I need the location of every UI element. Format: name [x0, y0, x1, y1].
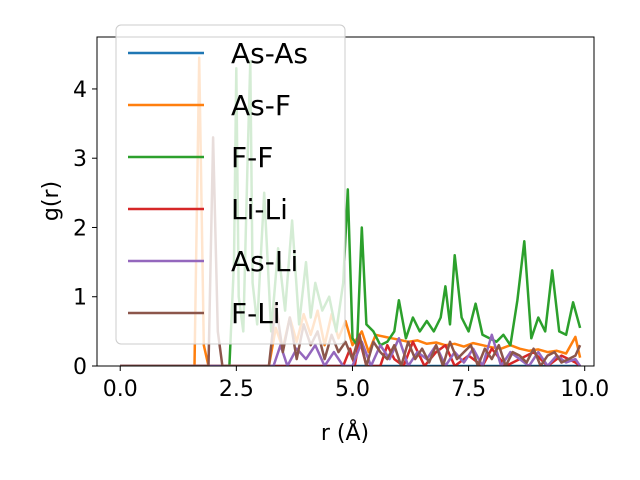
x-tick-label: 5.0: [335, 377, 370, 402]
series-line-as-li: [120, 333, 582, 366]
legend-label-f-li: F-Li: [231, 297, 281, 330]
legend-label-as-li: As-Li: [231, 245, 298, 278]
y-axis: 0 1 2 3 4: [73, 78, 97, 380]
legend-label-li-li: Li-Li: [231, 193, 288, 226]
y-axis-label: g(r): [39, 181, 64, 221]
x-tick-label: 0.0: [103, 377, 138, 402]
y-tick-label: 1: [73, 286, 87, 311]
x-axis: 0.0 2.5 5.0 7.5 10.0: [103, 366, 609, 402]
y-tick-label: 4: [73, 78, 87, 103]
y-tick-label: 2: [73, 216, 87, 241]
x-tick-label: 7.5: [451, 377, 486, 402]
x-tick-label: 10.0: [560, 377, 609, 402]
x-axis-label: r (Å): [321, 419, 369, 446]
legend-label-f-f: F-F: [231, 141, 273, 174]
legend-label-as-as: As-As: [231, 37, 308, 70]
legend-label-as-f: As-F: [231, 89, 291, 122]
legend: As-As As-F F-F Li-Li As-Li F-Li: [115, 24, 346, 345]
y-tick-label: 3: [73, 147, 87, 172]
y-tick-label: 0: [73, 355, 87, 380]
x-tick-label: 2.5: [219, 377, 254, 402]
